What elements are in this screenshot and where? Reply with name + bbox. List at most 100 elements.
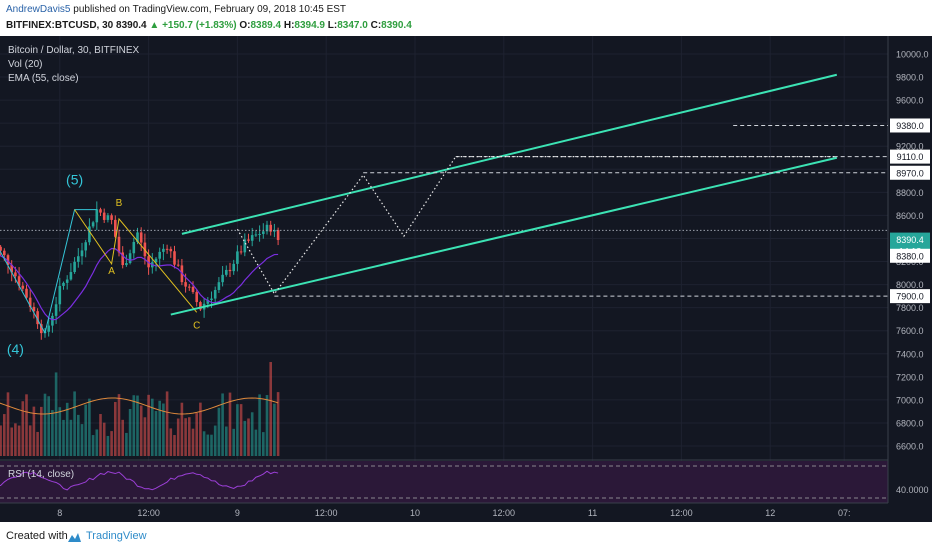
volume-bar [213, 425, 217, 456]
x-tick-label: 12:00 [670, 508, 693, 518]
candle-body [21, 285, 25, 289]
price-tag-label: 7900.0 [896, 292, 924, 302]
tradingview-brand[interactable]: TradingView [86, 530, 147, 542]
y-tick-label: 10000.0 [896, 50, 929, 60]
volume-bar [143, 417, 147, 456]
candle-body [14, 272, 17, 277]
candle-body [210, 298, 213, 300]
drawings [0, 73, 888, 335]
price-tag-label: 9380.0 [896, 121, 924, 131]
volume-bar [54, 372, 58, 456]
rsi-line [0, 470, 279, 491]
candle-body [236, 251, 239, 264]
price-tag-box [890, 118, 930, 133]
volume-bar [232, 428, 235, 456]
volume-bar [110, 431, 113, 456]
candle-body [269, 224, 272, 232]
volume-bar [225, 426, 228, 456]
candle-body [228, 269, 232, 272]
x-tick-label: 8 [57, 508, 62, 518]
last-price: 8390.4 [116, 20, 147, 31]
candle-body [247, 239, 250, 241]
rsi-pane [0, 461, 888, 503]
price-chart[interactable]: 10000.09800.09600.09400.09200.09000.0880… [0, 36, 932, 522]
y-tick-label: 7800.0 [896, 303, 924, 313]
volume-bar [236, 404, 239, 456]
publication-line: AndrewDavis5 published on TradingView.co… [6, 4, 346, 15]
publication-header: AndrewDavis5 published on TradingView.co… [0, 0, 932, 36]
candle-body [139, 232, 143, 243]
candle-body [6, 255, 10, 265]
y-tick-label: 7600.0 [896, 326, 924, 336]
candle-body [184, 282, 187, 287]
wave-label: C [193, 320, 200, 331]
volume-bar [65, 402, 69, 456]
published-text: published on TradingView.com, February 0… [73, 4, 347, 15]
volume-bar [47, 396, 50, 456]
low-label: L: [327, 20, 338, 31]
candle-body [65, 279, 69, 283]
y-tick-label: 9600.0 [896, 96, 924, 106]
legend-ema: EMA (55, close) [8, 73, 79, 84]
volume-bar [139, 405, 143, 456]
candle-body [106, 215, 110, 220]
candle-body [132, 241, 136, 254]
volume-bar [217, 407, 221, 456]
price-tag-label: 8380.0 [896, 251, 924, 261]
candle-body [117, 236, 121, 253]
candle-body [73, 261, 76, 273]
volume-bar [165, 391, 169, 456]
legend-main: Bitcoin / Dollar, 30, BITFINEX [8, 45, 139, 56]
candle-body [265, 224, 269, 232]
candle-body [154, 258, 158, 263]
price-change: +150.7 (+1.83%) [162, 20, 237, 31]
volume-bar [80, 424, 84, 456]
elliott-impulse-line [0, 209, 97, 335]
candle-body [173, 251, 176, 265]
volume-bar [258, 394, 261, 456]
candle-body [3, 250, 6, 256]
volume-ma-line [0, 397, 279, 415]
x-tick-label: 12:00 [315, 508, 338, 518]
candle-body [169, 248, 173, 252]
wave-label: A [108, 266, 115, 277]
author-link[interactable]: AndrewDavis5 [6, 4, 71, 15]
volume-bar [247, 418, 250, 456]
candle-body [0, 246, 2, 251]
candle-body [225, 269, 228, 275]
candle-body [17, 276, 21, 286]
candle-body [121, 252, 124, 266]
candle-body [243, 239, 247, 253]
volume-bar [202, 431, 206, 456]
volume-bar [154, 411, 158, 456]
ticker-line: BITFINEX:BTCUSD, 30 8390.4 ▲ +150.7 (+1.… [6, 20, 412, 31]
volume-bar [243, 420, 247, 456]
volume-bar [162, 403, 165, 456]
candle-body [40, 324, 43, 334]
volume-bar [206, 434, 210, 456]
x-tick-label: 07: [838, 508, 851, 518]
y-tick-label: 7000.0 [896, 395, 924, 405]
candle-body [91, 222, 95, 227]
price-tags: 9380.09110.08970.08390.414:188380.07900.… [890, 118, 930, 304]
volume-bar [265, 395, 269, 456]
volume-bar [84, 404, 87, 456]
candle-body [232, 263, 235, 272]
volume-bar [147, 394, 150, 456]
volume-bar [3, 414, 6, 456]
volume-bar [221, 393, 224, 456]
volume-bar [132, 395, 136, 456]
candle-body [217, 282, 221, 290]
volume-bar [91, 435, 95, 456]
price-tag-label: 8970.0 [896, 168, 924, 178]
volume-bar [40, 406, 43, 456]
ema-line [0, 247, 279, 321]
volume-bar [99, 414, 102, 456]
volume-bar [276, 392, 280, 456]
candle-body [32, 306, 36, 312]
price-tag-box [890, 232, 930, 247]
volume-bar [188, 417, 191, 456]
candle-body [162, 248, 165, 252]
volume-bar [273, 403, 276, 456]
volume-bar [36, 431, 39, 456]
